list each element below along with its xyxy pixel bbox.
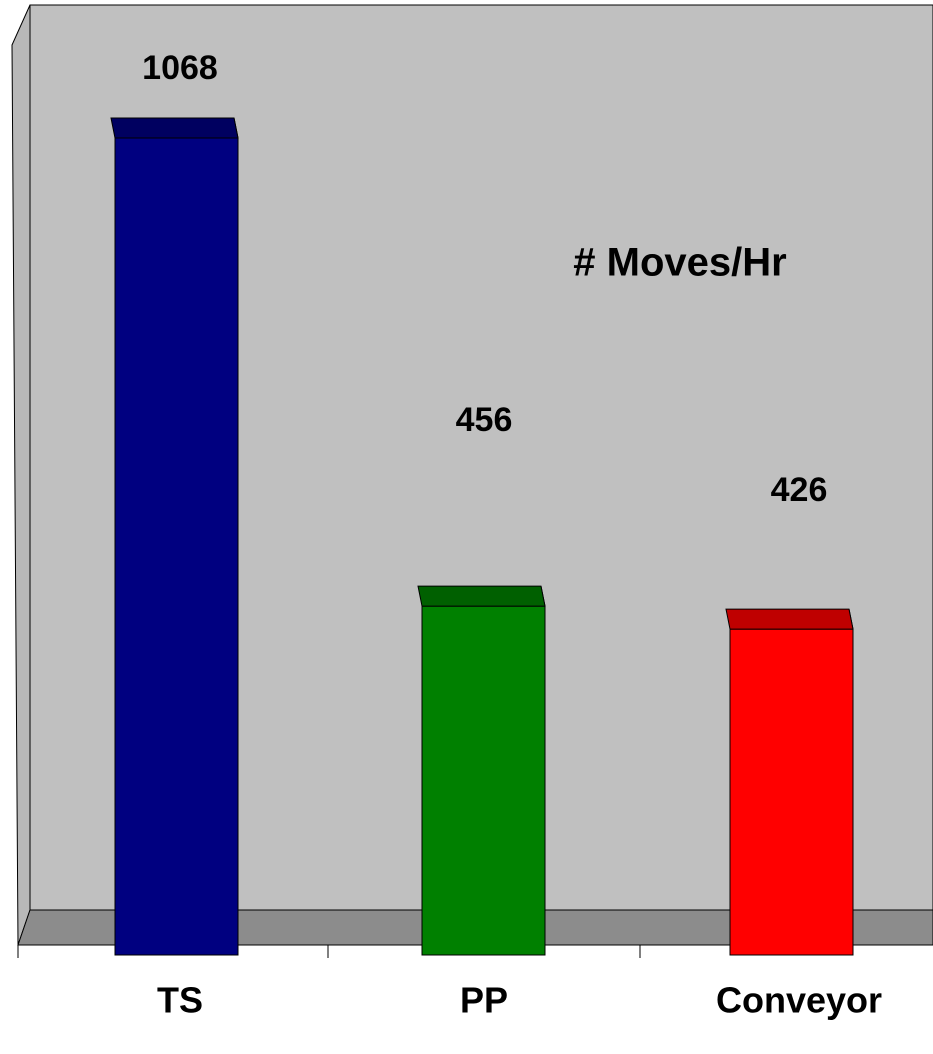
x-tick-label: Conveyor (716, 980, 882, 1021)
bar-top (417, 585, 546, 607)
chart-title: # Moves/Hr (573, 241, 786, 285)
value-label: 1068 (142, 49, 218, 87)
back-wall (29, 4, 933, 911)
bar-top (110, 117, 239, 139)
value-label: 426 (771, 471, 828, 509)
x-tick-label: PP (460, 980, 508, 1021)
side-wall (11, 4, 31, 946)
value-label: 456 (456, 401, 513, 439)
bar (114, 137, 239, 956)
x-tick-label: TS (157, 980, 203, 1021)
bar (421, 605, 546, 956)
bar-top (725, 608, 854, 630)
bar (729, 628, 854, 956)
